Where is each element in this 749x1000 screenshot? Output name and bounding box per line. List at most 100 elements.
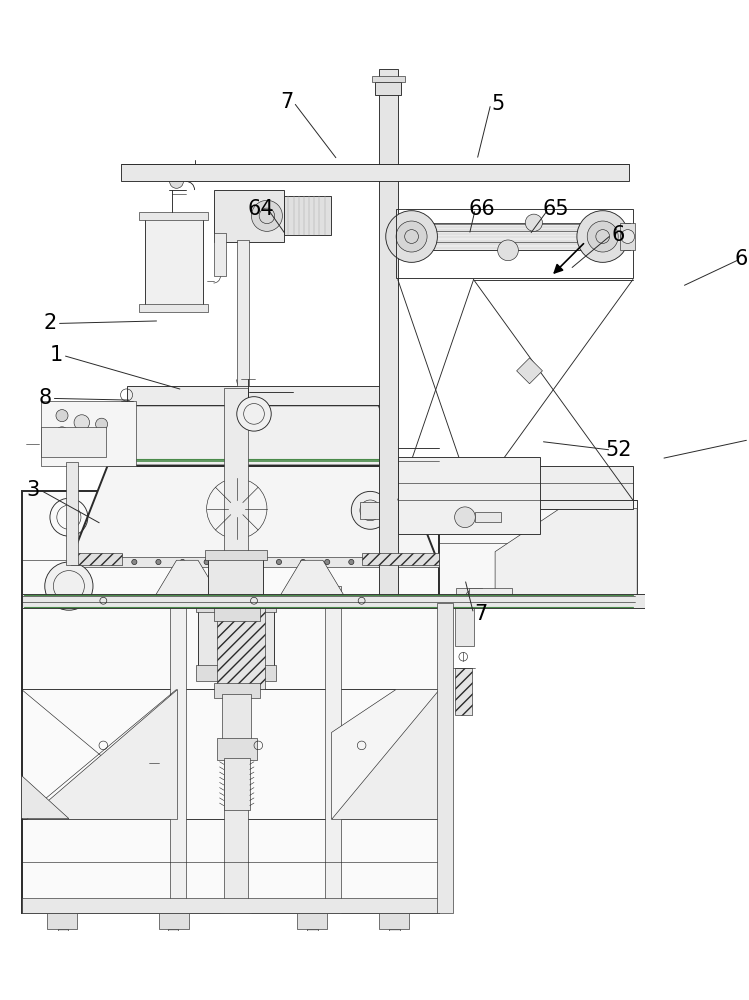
Circle shape — [84, 559, 88, 565]
Circle shape — [349, 559, 354, 565]
Bar — [160, 913, 189, 929]
Bar — [439, 500, 637, 603]
Polygon shape — [517, 358, 542, 384]
Bar — [297, 913, 327, 929]
Circle shape — [204, 559, 209, 565]
Circle shape — [56, 427, 68, 439]
Bar — [224, 758, 249, 810]
Bar — [22, 491, 439, 913]
Polygon shape — [217, 603, 265, 689]
Circle shape — [386, 211, 437, 262]
Polygon shape — [151, 560, 224, 603]
Circle shape — [587, 221, 618, 252]
Circle shape — [421, 559, 426, 565]
Text: 1: 1 — [49, 345, 63, 365]
Polygon shape — [332, 689, 439, 819]
Circle shape — [252, 200, 282, 231]
Bar — [455, 603, 473, 646]
Circle shape — [351, 491, 389, 529]
Circle shape — [621, 230, 634, 243]
Bar — [437, 603, 453, 913]
Circle shape — [396, 221, 427, 252]
Polygon shape — [276, 560, 349, 603]
Circle shape — [156, 559, 161, 565]
Circle shape — [525, 214, 542, 231]
Bar — [196, 665, 276, 681]
Bar — [41, 427, 106, 457]
Bar — [47, 913, 77, 929]
Bar — [455, 668, 472, 715]
Circle shape — [56, 410, 68, 422]
Bar — [127, 386, 380, 405]
Bar — [58, 929, 68, 955]
Circle shape — [466, 590, 478, 602]
Bar — [389, 929, 399, 955]
Bar — [360, 502, 380, 519]
Bar — [41, 401, 136, 466]
Bar — [379, 69, 398, 603]
Bar — [168, 929, 178, 955]
Polygon shape — [495, 509, 637, 603]
Bar — [326, 586, 341, 913]
Bar — [22, 898, 439, 913]
Circle shape — [108, 559, 113, 565]
Bar — [620, 223, 635, 250]
Bar — [500, 466, 633, 509]
Bar — [307, 929, 318, 955]
Bar — [219, 586, 255, 689]
Bar — [362, 553, 439, 565]
Circle shape — [324, 559, 330, 565]
Bar — [196, 602, 276, 612]
Bar — [70, 553, 122, 565]
Text: 6: 6 — [611, 225, 625, 245]
Bar — [476, 512, 501, 522]
Bar — [121, 164, 628, 181]
Text: 2: 2 — [43, 313, 57, 333]
Bar — [224, 388, 248, 913]
Bar — [67, 557, 439, 567]
Circle shape — [577, 211, 628, 262]
Bar — [198, 603, 274, 672]
Bar — [213, 600, 260, 621]
Bar — [372, 76, 404, 82]
Circle shape — [96, 418, 108, 430]
Bar — [67, 462, 79, 565]
Circle shape — [497, 240, 518, 261]
Text: 8: 8 — [38, 388, 52, 408]
Circle shape — [397, 559, 402, 565]
Polygon shape — [25, 689, 177, 819]
Bar — [213, 233, 225, 276]
Bar — [213, 190, 284, 242]
Text: 66: 66 — [469, 199, 496, 219]
Bar — [456, 588, 482, 603]
Polygon shape — [22, 776, 69, 819]
Bar — [284, 196, 332, 235]
Circle shape — [373, 559, 378, 565]
Circle shape — [180, 559, 185, 565]
Text: 7: 7 — [280, 92, 294, 112]
Polygon shape — [332, 689, 439, 819]
Circle shape — [276, 559, 282, 565]
Circle shape — [252, 559, 258, 565]
Text: 3: 3 — [26, 480, 40, 500]
Text: 5: 5 — [491, 94, 504, 114]
Text: 52: 52 — [605, 440, 631, 460]
Bar — [398, 457, 540, 534]
Circle shape — [237, 397, 271, 431]
Circle shape — [169, 175, 184, 188]
Bar — [222, 694, 252, 741]
Bar — [205, 550, 267, 560]
Circle shape — [132, 559, 137, 565]
Bar — [145, 216, 203, 311]
Text: 64: 64 — [248, 199, 274, 219]
Polygon shape — [70, 466, 437, 560]
Polygon shape — [108, 405, 401, 466]
Text: 7: 7 — [474, 604, 487, 624]
Bar — [379, 913, 409, 929]
Bar — [139, 304, 208, 312]
Circle shape — [300, 559, 306, 565]
Circle shape — [228, 559, 234, 565]
Bar — [171, 586, 186, 913]
Bar — [398, 223, 630, 250]
Bar — [217, 738, 257, 760]
